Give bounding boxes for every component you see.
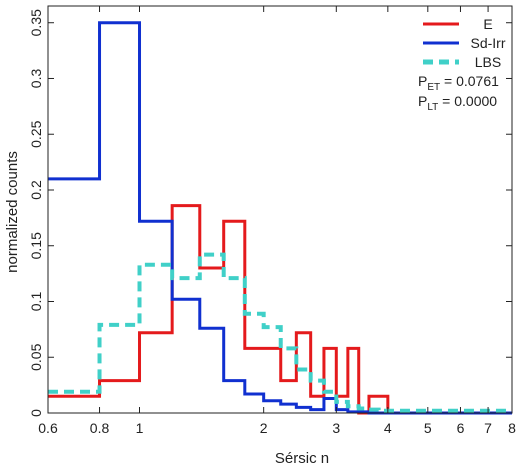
y-tick-label: 0.2 xyxy=(28,180,44,200)
p-value-et: PET = 0.0761 xyxy=(418,73,499,93)
legend-label-sd-irr: Sd-Irr xyxy=(471,35,506,51)
y-tick-label: 0.25 xyxy=(28,120,44,147)
y-axis-label: normalized counts xyxy=(4,151,21,273)
x-tick-label: 5 xyxy=(424,420,432,436)
tick-layer: 0.6 0.8 1 2 3 4 5 6 7 8 0 0.05 0.1 0.15 0.2 0.25 0.3 0.35 xyxy=(28,6,516,436)
x-tick-label: 0.6 xyxy=(38,420,58,436)
x-tick-label: 6 xyxy=(457,420,465,436)
legend: E Sd-Irr LBS xyxy=(423,16,506,70)
series-lbs-line xyxy=(48,252,512,413)
x-tick-label: 0.8 xyxy=(90,420,110,436)
x-tick-label: 3 xyxy=(332,420,340,436)
axes-frame xyxy=(47,5,513,414)
y-tick-label: 0.15 xyxy=(28,232,44,259)
y-tick-label: 0.05 xyxy=(28,343,44,370)
legend-label-lbs: LBS xyxy=(475,54,501,70)
x-tick-label: 7 xyxy=(484,420,492,436)
y-tick-label: 0.1 xyxy=(28,292,44,312)
x-tick-label: 4 xyxy=(384,420,392,436)
plot-frame xyxy=(47,5,513,414)
y-tick-label: 0.35 xyxy=(28,9,44,36)
x-tick-label: 2 xyxy=(260,420,268,436)
y-tick-label: 0.3 xyxy=(28,69,44,89)
x-tick-label: 1 xyxy=(136,420,144,436)
legend-label-e: E xyxy=(483,16,492,32)
y-tick-label: 0 xyxy=(28,409,44,417)
p-value-lt: PLT = 0.0000 xyxy=(418,93,497,113)
x-axis-label: Sérsic n xyxy=(275,450,329,467)
x-tick-label: 8 xyxy=(508,420,516,436)
